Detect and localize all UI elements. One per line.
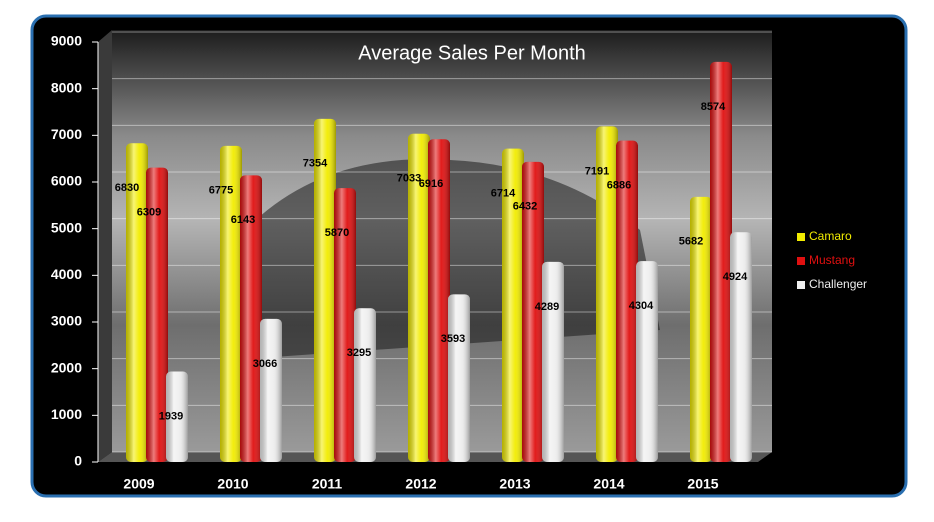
- x-tick-label: 2012: [405, 476, 436, 492]
- y-tick-label: 2000: [51, 359, 82, 375]
- bar: [314, 118, 336, 463]
- x-tick-label: 2013: [499, 476, 530, 492]
- value-label: 3295: [347, 347, 371, 359]
- value-label: 6886: [607, 180, 631, 192]
- value-label: 1939: [159, 410, 183, 422]
- value-label: 6714: [491, 188, 516, 200]
- bar: [354, 308, 376, 462]
- y-tick-label: 7000: [51, 126, 82, 142]
- legend-swatch: [797, 281, 805, 289]
- bar: [710, 61, 732, 462]
- value-label: 3593: [441, 333, 465, 345]
- bar: [260, 318, 282, 462]
- bar: [448, 294, 470, 462]
- y-tick-label: 3000: [51, 313, 82, 329]
- legend-label: Mustang: [809, 253, 855, 267]
- side-wall: [98, 30, 112, 462]
- x-tick-label: 2015: [687, 476, 718, 492]
- y-tick-label: 9000: [51, 33, 82, 49]
- legend-swatch: [797, 257, 805, 265]
- value-label: 4289: [535, 301, 559, 313]
- bar: [730, 232, 752, 462]
- value-label: 6830: [115, 182, 139, 194]
- x-tick-label: 2009: [123, 476, 154, 492]
- y-tick-label: 4000: [51, 266, 82, 282]
- legend-swatch: [797, 233, 805, 241]
- value-label: 7191: [585, 165, 609, 177]
- value-label: 6916: [419, 178, 443, 190]
- y-tick-label: 6000: [51, 173, 82, 189]
- x-tick-label: 2010: [217, 476, 248, 492]
- legend-label: Camaro: [809, 229, 852, 243]
- x-tick-label: 2014: [593, 476, 624, 492]
- y-tick-label: 1000: [51, 406, 82, 422]
- value-label: 6309: [137, 206, 161, 218]
- value-label: 5870: [325, 227, 349, 239]
- value-label: 6432: [513, 201, 537, 213]
- value-label: 8574: [701, 101, 726, 113]
- value-label: 3066: [253, 358, 277, 370]
- chart-title: Average Sales Per Month: [358, 42, 586, 64]
- value-label: 7354: [303, 158, 328, 170]
- value-label: 7033: [397, 173, 421, 185]
- bar: [636, 261, 658, 462]
- y-tick-label: 0: [74, 453, 82, 469]
- value-label: 4924: [723, 271, 748, 283]
- y-tick-label: 8000: [51, 79, 82, 95]
- bar: [542, 261, 564, 462]
- legend-label: Challenger: [809, 277, 867, 291]
- x-tick-label: 2011: [312, 476, 343, 492]
- value-label: 6775: [209, 185, 233, 197]
- value-label: 6143: [231, 214, 255, 226]
- y-tick-label: 5000: [51, 219, 82, 235]
- value-label: 5682: [679, 236, 703, 248]
- value-label: 4304: [629, 300, 654, 312]
